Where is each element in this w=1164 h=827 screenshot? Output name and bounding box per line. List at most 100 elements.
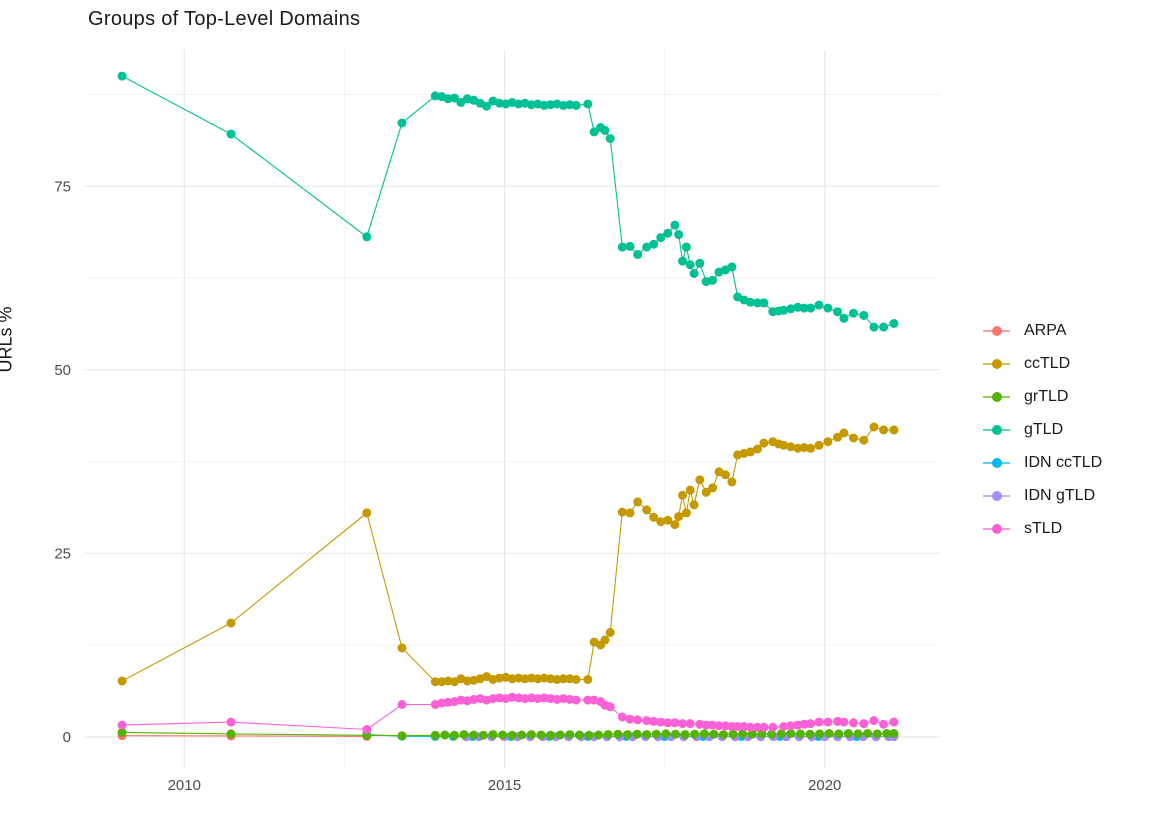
legend-label: sTLD xyxy=(1024,519,1063,537)
legend-key-dot xyxy=(992,358,1002,369)
data-point xyxy=(674,512,684,522)
data-point xyxy=(450,93,459,103)
data-point xyxy=(117,676,127,686)
data-point xyxy=(728,729,738,739)
data-point xyxy=(839,313,849,323)
data-point xyxy=(450,730,459,740)
data-point xyxy=(459,730,469,740)
data-point xyxy=(709,729,719,739)
legend-key-dot xyxy=(992,457,1002,468)
data-point xyxy=(584,730,594,740)
data-point xyxy=(649,716,659,726)
data-point xyxy=(768,722,778,732)
series-grtld xyxy=(117,727,899,741)
data-point xyxy=(498,730,508,740)
data-point xyxy=(839,428,849,438)
data-point xyxy=(670,520,680,530)
data-point xyxy=(759,298,769,308)
data-point xyxy=(617,242,627,252)
data-point xyxy=(656,717,666,727)
data-point xyxy=(849,308,858,318)
data-point xyxy=(685,719,695,729)
legend-item-gtld: gTLD xyxy=(983,413,1102,446)
data-point xyxy=(583,99,593,109)
legend-key-icon xyxy=(983,457,1010,468)
data-point xyxy=(776,729,786,739)
data-point xyxy=(571,675,581,684)
data-point xyxy=(701,720,711,730)
legend-key-icon xyxy=(983,523,1010,534)
legend-key-icon xyxy=(983,490,1010,501)
gridlines-major xyxy=(85,50,940,768)
data-point xyxy=(226,729,236,739)
data-point xyxy=(583,675,593,684)
data-point xyxy=(863,729,873,738)
data-point xyxy=(642,242,652,252)
data-point xyxy=(589,127,599,137)
data-point xyxy=(786,721,796,731)
data-point xyxy=(117,720,127,730)
data-point xyxy=(605,134,615,143)
data-point xyxy=(689,500,699,510)
data-point xyxy=(605,628,615,637)
data-point xyxy=(805,729,815,739)
data-point xyxy=(882,729,892,738)
legend-label: IDN gTLD xyxy=(1024,486,1096,504)
data-point xyxy=(689,269,699,278)
data-point xyxy=(397,731,407,741)
data-point xyxy=(823,437,833,447)
legend-item-idn-cctld: IDN ccTLD xyxy=(983,446,1102,479)
data-point xyxy=(440,730,450,740)
data-point xyxy=(753,444,762,454)
data-point xyxy=(714,721,724,731)
data-point xyxy=(708,483,718,493)
data-point xyxy=(853,729,863,739)
data-point xyxy=(833,307,842,317)
series-gtld xyxy=(117,71,899,332)
data-point xyxy=(839,717,849,727)
data-point xyxy=(617,712,627,722)
data-point xyxy=(695,475,705,485)
data-point xyxy=(889,717,899,727)
y-tick-label: 0 xyxy=(63,729,71,746)
data-point xyxy=(526,730,536,740)
data-point xyxy=(633,497,643,507)
data-point xyxy=(656,517,666,527)
data-point xyxy=(583,695,593,705)
data-point xyxy=(823,717,833,727)
data-point xyxy=(833,432,842,442)
data-point xyxy=(642,730,652,740)
data-point xyxy=(727,262,737,272)
x-tick-label: 2015 xyxy=(488,777,521,794)
data-point xyxy=(600,125,610,135)
data-point xyxy=(849,718,858,728)
data-point xyxy=(814,717,824,727)
data-point xyxy=(613,729,623,739)
data-point xyxy=(859,310,869,320)
data-point xyxy=(571,100,581,110)
data-point xyxy=(674,230,684,240)
data-point xyxy=(806,719,816,729)
data-point xyxy=(678,490,687,500)
data-point xyxy=(690,729,700,739)
axis-tick-labels: 2010 2015 2020 0 25 50 75 xyxy=(54,178,841,794)
data-point xyxy=(574,730,584,740)
data-point xyxy=(767,729,777,739)
data-point xyxy=(869,322,879,332)
data-point xyxy=(753,722,762,732)
data-point xyxy=(779,722,789,731)
data-point xyxy=(663,228,673,238)
data-point xyxy=(834,729,844,739)
data-point xyxy=(879,425,889,435)
data-point xyxy=(823,303,833,313)
data-point xyxy=(362,725,372,734)
legend-item-idn-gtld: IDN gTLD xyxy=(983,479,1102,512)
legend-key-dot xyxy=(992,424,1002,435)
data-point xyxy=(226,717,236,727)
legend-label: ccTLD xyxy=(1024,354,1071,372)
legend: ARPA ccTLD grTLD gTLD IDN ccTLD IDN gTLD sTLD xyxy=(983,314,1102,545)
data-point xyxy=(656,233,666,243)
legend-label: gTLD xyxy=(1024,420,1064,438)
data-point xyxy=(482,101,492,111)
